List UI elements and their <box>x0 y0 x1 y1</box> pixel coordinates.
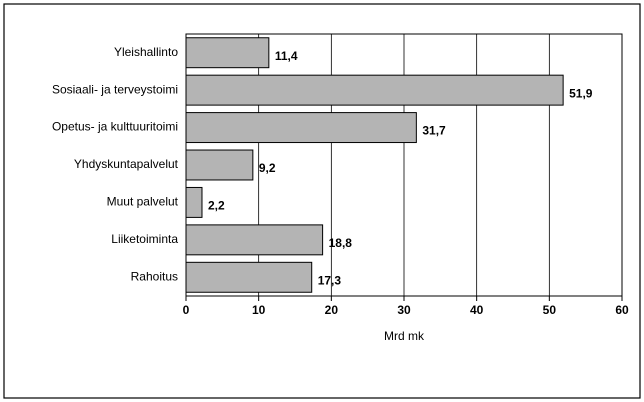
y-tick-label: Yhdyskuntapalvelut <box>74 157 179 171</box>
data-label: 9,2 <box>259 161 276 175</box>
data-label: 31,7 <box>422 124 446 138</box>
data-label: 51,9 <box>569 86 593 100</box>
y-tick-label: Opetus- ja kulttuuritoimi <box>52 120 178 134</box>
data-label: 17,3 <box>318 273 342 287</box>
x-tick-label: 50 <box>543 303 557 317</box>
x-tick-label: 60 <box>615 303 629 317</box>
bar <box>185 112 417 144</box>
x-tick-label: 20 <box>325 303 339 317</box>
x-axis-label: Mrd mk <box>384 329 425 343</box>
x-tick-label: 10 <box>252 303 266 317</box>
x-tick-label: 0 <box>183 303 190 317</box>
bar <box>185 74 564 106</box>
y-tick-label: Sosiaali- ja terveystoimi <box>52 82 178 96</box>
bar <box>185 261 313 293</box>
x-tick-label: 30 <box>397 303 411 317</box>
data-label: 18,8 <box>329 236 353 250</box>
bar <box>185 37 270 69</box>
data-label: 2,2 <box>208 199 225 213</box>
data-label: 11,4 <box>275 49 298 63</box>
y-tick-label: Rahoitus <box>131 269 178 283</box>
y-tick-label: Liiketoiminta <box>111 232 178 246</box>
x-tick-label: 40 <box>470 303 484 317</box>
bar <box>185 149 254 181</box>
bar <box>185 186 203 218</box>
y-tick-label: Muut palvelut <box>107 195 179 209</box>
bar <box>185 224 324 256</box>
frame <box>3 3 641 399</box>
y-tick-label: Yleishallinto <box>114 45 178 59</box>
